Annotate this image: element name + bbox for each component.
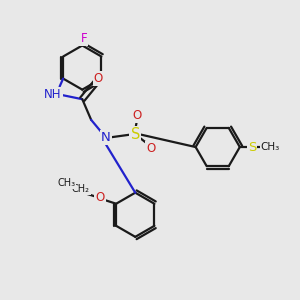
Text: O: O [132,109,141,122]
Text: O: O [146,142,155,155]
Text: CH₃: CH₃ [57,178,75,188]
Text: O: O [95,191,105,204]
Text: S: S [130,127,140,142]
Text: F: F [80,32,87,46]
Text: CH₂: CH₂ [72,184,90,194]
Text: CH₃: CH₃ [260,142,280,152]
Text: N: N [101,131,111,144]
Text: NH: NH [44,88,61,101]
Text: O: O [94,72,103,85]
Text: S: S [248,141,256,154]
